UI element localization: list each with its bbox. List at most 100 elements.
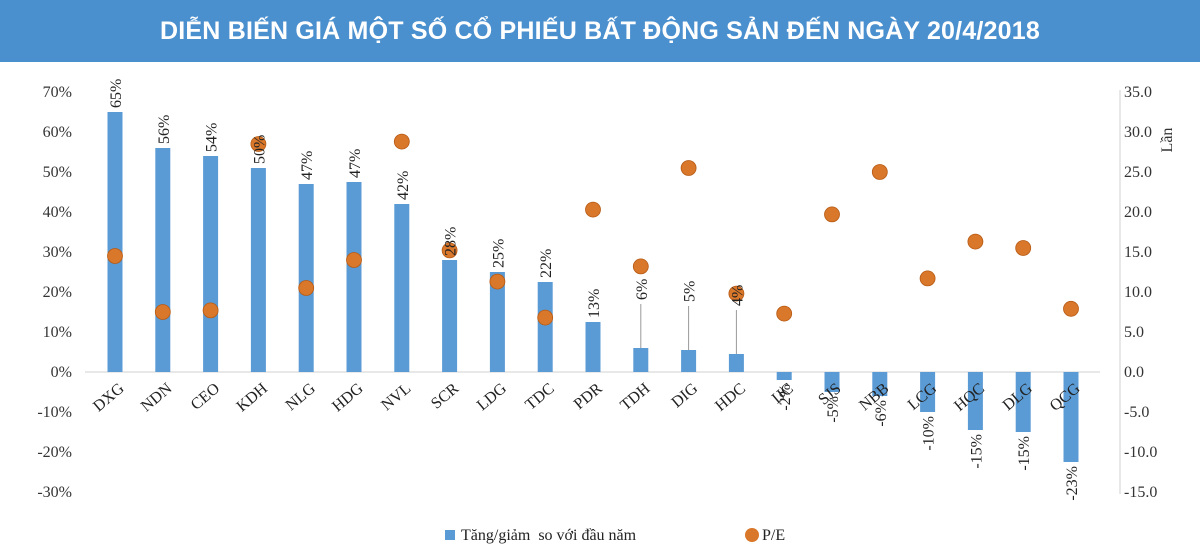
pe-dot-tdc bbox=[537, 309, 554, 326]
bar-ldg bbox=[489, 272, 505, 372]
data-label: -10% bbox=[921, 416, 938, 451]
category-label: CEO bbox=[188, 380, 223, 414]
right-axis-title: Lần bbox=[1159, 128, 1176, 153]
pe-dot-qcg bbox=[1063, 300, 1079, 317]
data-label: 47% bbox=[347, 149, 364, 178]
pe-dot-kdh bbox=[250, 136, 267, 152]
bar-dxg bbox=[107, 112, 123, 372]
data-label: 13% bbox=[586, 289, 603, 318]
data-label: 56% bbox=[156, 115, 173, 144]
pe-dot-ijc bbox=[776, 305, 793, 322]
data-label: -6% bbox=[873, 400, 890, 427]
pe-dot-hqc bbox=[967, 233, 984, 250]
left-tick-label: 20% bbox=[43, 284, 72, 301]
pe-dot-ndn bbox=[154, 304, 171, 320]
pe-dot-ceo bbox=[202, 302, 219, 319]
left-tick-label: -20% bbox=[37, 444, 72, 461]
data-label: 5% bbox=[682, 281, 699, 302]
pe-dot-nlg bbox=[298, 280, 315, 296]
left-tick-label: -10% bbox=[37, 404, 72, 421]
bar-tdc bbox=[537, 282, 553, 372]
bar-nlg bbox=[298, 184, 314, 372]
legend: Tăng/giảm so với đầu năm P/E bbox=[445, 527, 785, 544]
data-label: 65% bbox=[108, 79, 125, 108]
category-label: SCR bbox=[428, 380, 462, 413]
chart-title-bar: DIỄN BIẾN GIÁ MỘT SỐ CỔ PHIẾU BẤT ĐỘNG S… bbox=[0, 0, 1200, 62]
category-label: TDH bbox=[617, 380, 653, 414]
bar-dlg bbox=[1015, 372, 1031, 432]
category-label: LDG bbox=[474, 380, 510, 414]
category-label: TDC bbox=[522, 380, 557, 414]
category-label: NDN bbox=[138, 380, 176, 416]
category-label: HDG bbox=[329, 380, 367, 416]
right-tick-label: 30.0 bbox=[1124, 124, 1152, 141]
pe-series bbox=[107, 133, 1079, 326]
data-labels: 65% 56% 54% 50% 47% 47% 42% 28% 25% 22% 13% 6% 5% 4% -… bbox=[108, 79, 1081, 501]
right-tick-label: -15.0 bbox=[1124, 484, 1157, 501]
pe-dot-pdr bbox=[585, 201, 601, 218]
pe-dot-dxg bbox=[107, 248, 123, 264]
left-tick-label: -30% bbox=[37, 484, 72, 501]
pe-dot-hdg bbox=[346, 252, 362, 268]
bar-nbb bbox=[872, 372, 888, 396]
left-tick-label: 40% bbox=[43, 204, 72, 221]
right-tick-label: -10.0 bbox=[1124, 444, 1157, 461]
pe-dot-ldg bbox=[489, 273, 506, 290]
legend-bar-swatch bbox=[445, 530, 455, 540]
chart-area: 70% 60% 50% 40% 30% 20% 10% 0% -10% -20% -30% 35.0… bbox=[37, 79, 1176, 544]
right-tick-label: 0.0 bbox=[1124, 364, 1144, 381]
data-label: 42% bbox=[395, 171, 412, 200]
bar-ceo bbox=[203, 156, 219, 372]
bar-lcg bbox=[920, 372, 936, 412]
left-tick-label: 60% bbox=[43, 124, 72, 141]
category-label: HDC bbox=[712, 380, 749, 415]
bar-pdr bbox=[585, 322, 601, 372]
data-label: 6% bbox=[634, 279, 651, 300]
bar-ijc bbox=[776, 372, 792, 380]
pe-dot-dlg bbox=[1015, 240, 1032, 256]
left-tick-label: 70% bbox=[43, 84, 72, 101]
data-label: 54% bbox=[204, 123, 221, 152]
left-tick-label: 10% bbox=[43, 324, 72, 341]
data-label: -23% bbox=[1064, 466, 1081, 501]
data-label: 25% bbox=[490, 239, 507, 268]
pe-dot-lcg bbox=[919, 270, 936, 287]
category-label: DIG bbox=[668, 380, 701, 412]
pe-dot-nvl bbox=[393, 133, 410, 150]
right-tick-label: 35.0 bbox=[1124, 84, 1152, 101]
bar-nvl bbox=[394, 204, 410, 372]
pe-dot-hdc bbox=[728, 285, 745, 302]
category-label: NLG bbox=[283, 380, 319, 414]
legend-pe-swatch bbox=[745, 528, 759, 542]
bar-dig bbox=[681, 350, 697, 372]
right-axis: 35.0 30.0 25.0 20.0 15.0 10.0 5.0 0.0 -5.0 -10.0 -… bbox=[1124, 84, 1157, 501]
data-label: 22% bbox=[538, 249, 555, 278]
bar-scr bbox=[442, 260, 458, 372]
bar-ndn bbox=[155, 148, 171, 372]
data-label: 28% bbox=[443, 227, 460, 256]
label-leader-lines bbox=[640, 304, 737, 354]
category-label: DXG bbox=[90, 380, 128, 416]
bar-hqc bbox=[967, 372, 983, 430]
right-tick-label: 10.0 bbox=[1124, 284, 1152, 301]
data-label: 47% bbox=[299, 151, 316, 180]
data-label: -2% bbox=[777, 384, 794, 411]
data-label: -15% bbox=[968, 434, 985, 469]
right-tick-label: 5.0 bbox=[1124, 324, 1144, 341]
bar-kdh bbox=[250, 168, 266, 372]
bar-qcg bbox=[1063, 372, 1079, 462]
bar-hdg bbox=[346, 182, 362, 372]
pe-dot-tdh bbox=[632, 258, 649, 275]
right-tick-label: 25.0 bbox=[1124, 164, 1152, 181]
pe-dot-scr bbox=[441, 242, 458, 259]
left-tick-label: 0% bbox=[51, 364, 72, 381]
pe-dot-dig bbox=[680, 160, 697, 176]
left-axis: 70% 60% 50% 40% 30% 20% 10% 0% -10% -20% -30% bbox=[37, 84, 72, 501]
right-tick-label: 20.0 bbox=[1124, 204, 1152, 221]
data-label: 4% bbox=[729, 285, 746, 306]
left-tick-label: 30% bbox=[43, 244, 72, 261]
right-tick-label: 15.0 bbox=[1124, 244, 1152, 261]
bar-sjs bbox=[824, 372, 840, 392]
left-tick-label: 50% bbox=[43, 164, 72, 181]
chart-title: DIỄN BIẾN GIÁ MỘT SỐ CỔ PHIẾU BẤT ĐỘNG S… bbox=[160, 16, 1040, 45]
